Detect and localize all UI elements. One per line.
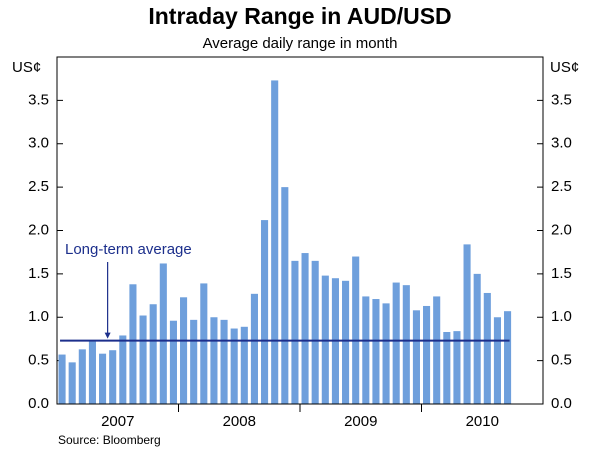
bar: [382, 303, 390, 404]
bar: [463, 244, 471, 404]
bar: [200, 283, 208, 404]
x-tick-label: 2009: [344, 413, 377, 430]
y-tick-label-right: 1.0: [551, 308, 572, 325]
y-tick-label-right: 3.5: [551, 91, 572, 108]
bar: [504, 311, 512, 404]
y-tick-label-right: 0.5: [551, 352, 572, 369]
bar: [210, 317, 218, 404]
bar: [483, 292, 491, 404]
y-tick-label-right: 3.0: [551, 135, 572, 152]
source: Source: Bloomberg: [58, 433, 161, 447]
bar: [78, 349, 86, 404]
bar: [220, 319, 228, 404]
x-tick-label: 2010: [466, 413, 499, 430]
chart-title: Intraday Range in AUD/USD: [148, 3, 451, 29]
bar: [291, 260, 299, 404]
plot-frame: [56, 56, 544, 405]
bar: [240, 326, 248, 404]
bar: [412, 310, 420, 404]
bar: [190, 319, 198, 404]
bar: [169, 320, 177, 404]
bar: [139, 315, 147, 404]
bar: [281, 187, 289, 404]
bar: [443, 331, 451, 404]
y-tick-label: 1.0: [28, 308, 49, 325]
y-unit-right: US¢: [550, 59, 579, 76]
bar: [433, 296, 441, 404]
bar: [250, 293, 258, 404]
y-tick-label: 2.5: [28, 178, 49, 195]
y-tick-label-right: 2.0: [551, 221, 572, 238]
y-tick-label-right: 0.0: [551, 395, 572, 412]
y-tick-label: 1.5: [28, 265, 49, 282]
average-label: Long-term average: [65, 241, 192, 258]
bar: [159, 263, 167, 404]
bar: [129, 284, 137, 404]
bar: [109, 350, 117, 404]
y-tick-label: 0.5: [28, 352, 49, 369]
x-tick-label: 2007: [101, 413, 134, 430]
bar: [392, 282, 400, 404]
y-tick-label-right: 2.5: [551, 178, 572, 195]
bar: [352, 256, 360, 404]
bar: [180, 297, 188, 404]
y-tick-label: 3.5: [28, 91, 49, 108]
bar: [473, 273, 481, 404]
bar: [99, 353, 107, 404]
bar: [301, 253, 309, 404]
bar: [58, 354, 66, 404]
bar: [88, 341, 96, 404]
x-tick-label: 2008: [223, 413, 256, 430]
y-tick-label-right: 1.5: [551, 265, 572, 282]
bar: [372, 299, 380, 404]
bar: [149, 304, 157, 404]
bar: [362, 296, 370, 404]
y-tick-label: 0.0: [28, 395, 49, 412]
bar: [119, 335, 127, 404]
bar: [271, 80, 279, 405]
bar: [261, 220, 269, 404]
y-tick-label: 3.0: [28, 135, 49, 152]
bar: [402, 285, 410, 404]
y-unit-left: US¢: [12, 59, 41, 76]
bar: [423, 305, 431, 404]
bar: [453, 331, 461, 404]
average-arrowhead: [104, 332, 111, 339]
bar: [493, 317, 501, 404]
bar: [230, 328, 238, 404]
y-tick-label: 2.0: [28, 221, 49, 238]
bar: [68, 362, 76, 404]
bar: [311, 260, 319, 404]
chart-subtitle: Average daily range in month: [203, 35, 398, 52]
bar: [342, 280, 350, 404]
